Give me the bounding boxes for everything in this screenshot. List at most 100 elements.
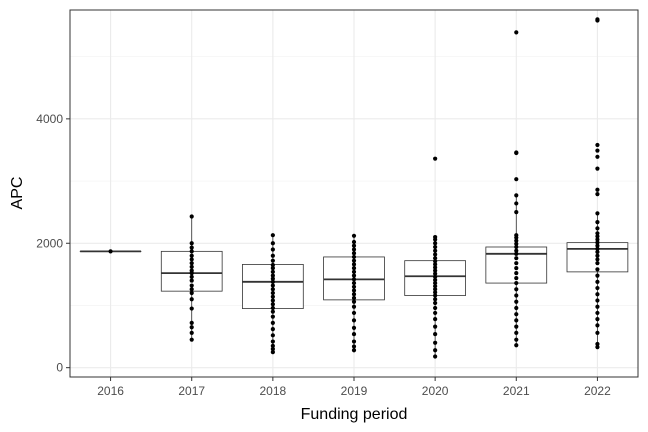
data-point bbox=[595, 257, 600, 262]
data-point bbox=[595, 285, 600, 291]
y-tick-label: 0 bbox=[56, 361, 63, 375]
data-point bbox=[514, 256, 519, 261]
data-point bbox=[433, 234, 438, 240]
data-point bbox=[351, 292, 357, 297]
data-point bbox=[514, 299, 519, 304]
data-point bbox=[351, 284, 357, 289]
data-point bbox=[351, 344, 357, 349]
data-point bbox=[595, 220, 600, 225]
data-point bbox=[270, 350, 275, 355]
data-point bbox=[189, 257, 194, 262]
data-point bbox=[514, 324, 519, 329]
data-point bbox=[351, 254, 357, 260]
data-point bbox=[351, 295, 357, 301]
data-point bbox=[351, 262, 357, 267]
data-point bbox=[351, 310, 357, 316]
data-point bbox=[433, 241, 438, 246]
data-point bbox=[351, 348, 357, 353]
data-point bbox=[514, 287, 519, 292]
data-point bbox=[433, 324, 438, 329]
data-point bbox=[270, 241, 275, 246]
data-point bbox=[433, 284, 438, 289]
data-point bbox=[595, 226, 600, 231]
data-point bbox=[270, 247, 275, 252]
data-point bbox=[351, 288, 357, 293]
data-point bbox=[189, 249, 194, 254]
data-point bbox=[433, 287, 438, 292]
data-point bbox=[514, 251, 519, 256]
data-point bbox=[433, 244, 438, 250]
data-point bbox=[433, 256, 438, 261]
data-point bbox=[351, 339, 357, 344]
data-point bbox=[514, 293, 519, 298]
data-point bbox=[270, 276, 275, 281]
data-point bbox=[270, 253, 275, 258]
data-point bbox=[270, 233, 275, 238]
data-point bbox=[514, 30, 519, 35]
data-point bbox=[595, 261, 600, 266]
data-point bbox=[514, 150, 519, 155]
data-point bbox=[514, 318, 519, 323]
data-point bbox=[595, 330, 600, 335]
data-point bbox=[270, 327, 275, 332]
data-point bbox=[189, 337, 194, 342]
data-point bbox=[351, 243, 357, 248]
data-point bbox=[189, 268, 194, 273]
data-point bbox=[351, 299, 357, 304]
data-point bbox=[189, 245, 194, 250]
data-point bbox=[595, 231, 600, 236]
data-point bbox=[433, 340, 438, 345]
x-axis-title: Funding period bbox=[301, 406, 408, 423]
data-point bbox=[270, 305, 275, 311]
data-point bbox=[270, 346, 275, 352]
data-point bbox=[189, 297, 194, 302]
data-point bbox=[514, 244, 519, 250]
data-point bbox=[514, 280, 519, 286]
y-tick-label: 4000 bbox=[36, 112, 63, 126]
x-tick-label: 2022 bbox=[584, 384, 611, 398]
data-point bbox=[433, 277, 438, 283]
data-point bbox=[433, 274, 438, 279]
data-point bbox=[514, 305, 519, 311]
data-point bbox=[514, 241, 519, 246]
data-point bbox=[270, 343, 275, 348]
data-point bbox=[189, 287, 194, 292]
data-point bbox=[433, 262, 438, 267]
data-point bbox=[270, 294, 275, 299]
data-point bbox=[189, 283, 194, 288]
y-tick-label: 2000 bbox=[36, 236, 63, 250]
x-tick-label: 2017 bbox=[178, 384, 205, 398]
x-tick-label: 2021 bbox=[503, 384, 530, 398]
data-point bbox=[189, 290, 194, 296]
data-point bbox=[514, 271, 519, 276]
data-point bbox=[595, 17, 600, 22]
data-point bbox=[270, 287, 275, 292]
data-point bbox=[514, 266, 519, 271]
data-point bbox=[433, 310, 438, 316]
data-point bbox=[514, 238, 519, 243]
x-tick-label: 2019 bbox=[341, 384, 368, 398]
data-point bbox=[433, 293, 438, 298]
data-point bbox=[595, 166, 600, 171]
data-point bbox=[433, 268, 438, 273]
data-point bbox=[595, 279, 600, 284]
data-point bbox=[595, 187, 600, 192]
data-point bbox=[108, 249, 113, 254]
data-point bbox=[270, 273, 275, 278]
data-point bbox=[351, 304, 357, 309]
data-point bbox=[189, 320, 194, 325]
data-point bbox=[351, 269, 357, 274]
axes: 0 2000 4000 2016 2017 2018 2019 2020 2021 2022 bbox=[36, 112, 611, 398]
x-tick-label: 2020 bbox=[422, 384, 449, 398]
data-point bbox=[270, 339, 275, 344]
data-point bbox=[595, 154, 600, 159]
data-point bbox=[351, 325, 357, 330]
data-point bbox=[433, 248, 438, 253]
data-point bbox=[270, 320, 275, 325]
data-point bbox=[595, 341, 600, 347]
data-point bbox=[595, 317, 600, 322]
data-point bbox=[433, 300, 438, 306]
data-point bbox=[351, 277, 357, 282]
data-point bbox=[189, 214, 194, 219]
